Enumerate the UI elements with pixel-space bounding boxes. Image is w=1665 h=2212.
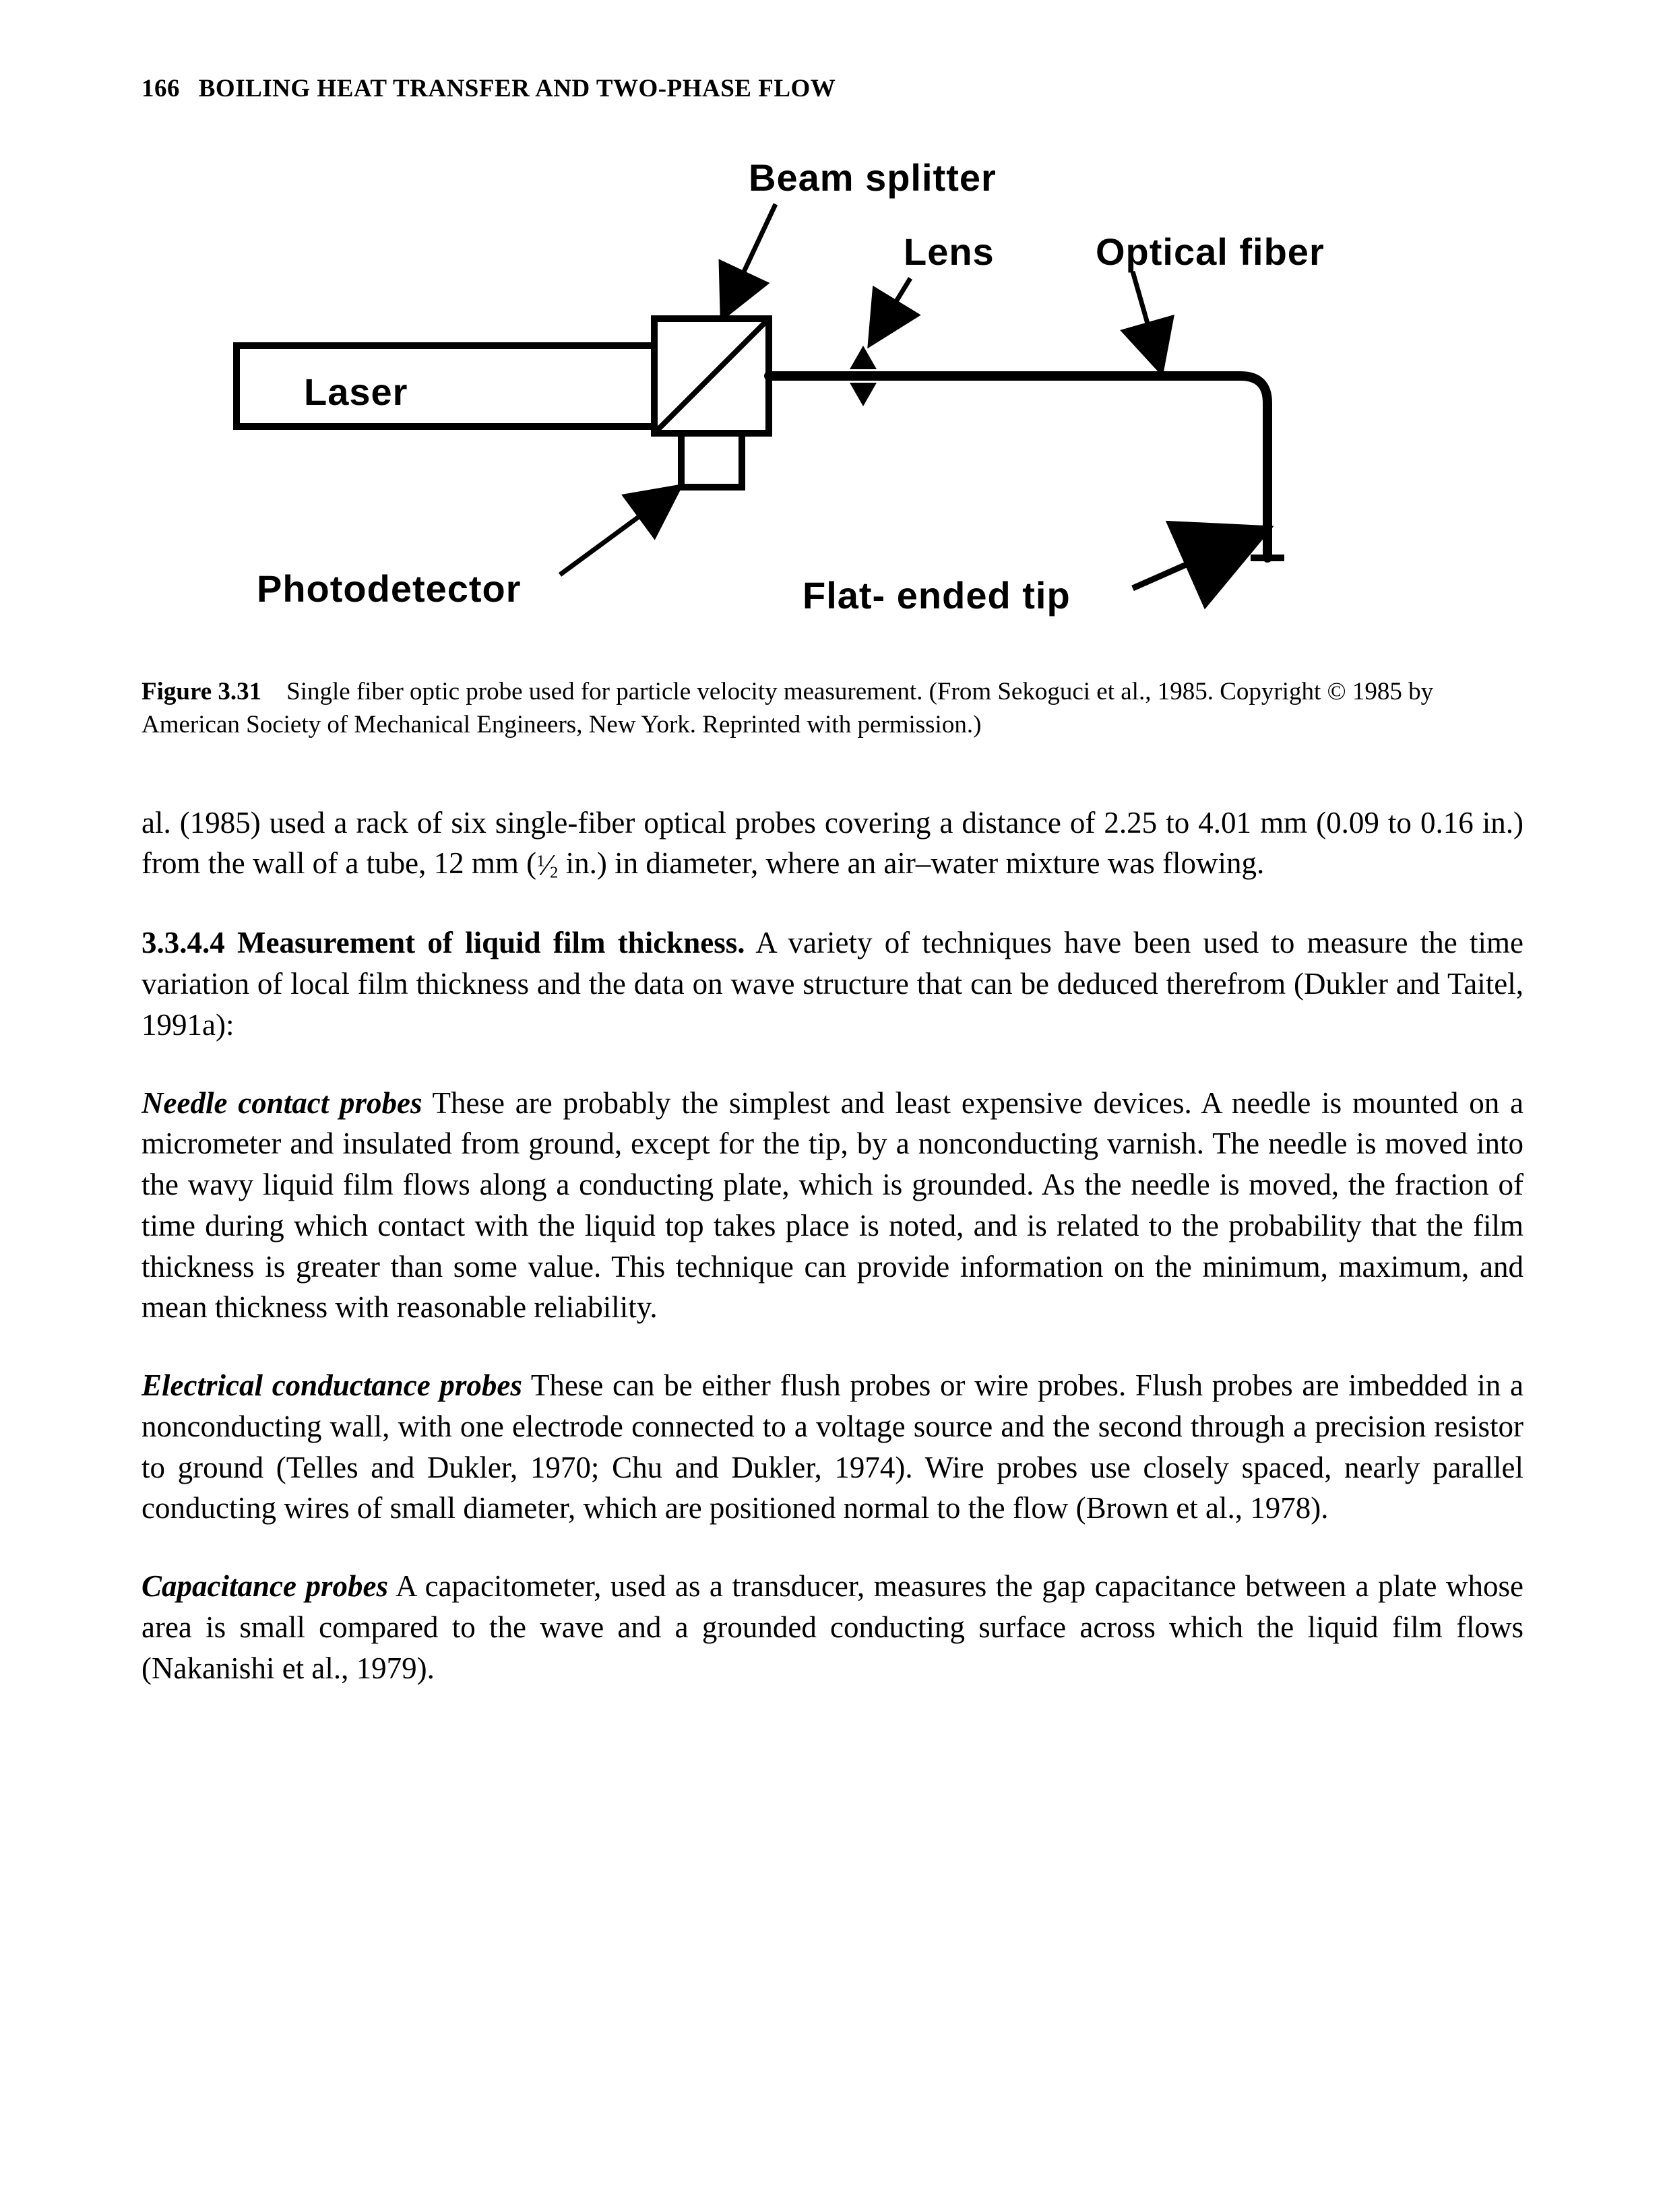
lens-icon-top xyxy=(850,346,877,369)
fraction-numerator: 1 xyxy=(536,852,544,870)
optical-fiber-label: Optical fiber xyxy=(1096,230,1325,273)
running-head: 166 BOILING HEAT TRANSFER AND TWO-PHASE … xyxy=(142,74,1523,103)
optical-fiber-arrow xyxy=(1133,272,1160,366)
beam-splitter-diagonal xyxy=(654,319,769,433)
section-3-3-4-4: 3.3.4.4 Measurement of liquid film thick… xyxy=(142,922,1523,1045)
lens-arrow xyxy=(873,278,910,339)
flat-tip-arrow xyxy=(1133,538,1247,588)
figure-3-31: Laser Beam splitter Lens Optical fiber P… xyxy=(142,144,1523,742)
lens-icon-bottom xyxy=(850,383,877,406)
beam-splitter-label: Beam splitter xyxy=(749,156,997,199)
needle-contact-paragraph: Needle contact probes These are probably… xyxy=(142,1083,1523,1329)
needle-contact-text: These are probably the simplest and leas… xyxy=(142,1086,1523,1325)
photodetector-box xyxy=(681,433,742,487)
body-text: al. (1985) used a rack of six single-fib… xyxy=(142,802,1523,1689)
lead-in-after: in.) in diameter, where an air–water mix… xyxy=(558,846,1264,880)
figure-caption-tag: Figure 3.31 xyxy=(142,678,261,705)
running-title: BOILING HEAT TRANSFER AND TWO-PHASE FLOW xyxy=(199,75,836,102)
photodetector-label: Photodetector xyxy=(257,567,522,610)
laser-label-text: Laser xyxy=(304,371,408,413)
figure-caption: Figure 3.31 Single fiber optic probe use… xyxy=(142,676,1523,742)
capacitance-head: Capacitance probes xyxy=(142,1569,388,1603)
electrical-conductance-head: Electrical conductance probes xyxy=(142,1368,522,1402)
optical-fiber-path xyxy=(769,376,1267,558)
electrical-conductance-paragraph: Electrical conductance probes These can … xyxy=(142,1365,1523,1529)
section-number: 3.3.4.4 xyxy=(142,926,225,959)
capacitance-paragraph: Capacitance probes A capacitometer, used… xyxy=(142,1566,1523,1688)
figure-caption-text: Single fiber optic probe used for partic… xyxy=(142,678,1433,738)
laser-box xyxy=(237,346,654,426)
lens-label: Lens xyxy=(904,230,995,273)
section-title: Measurement of liquid film thickness. xyxy=(237,926,745,959)
lead-paragraph: al. (1985) used a rack of six single-fib… xyxy=(142,802,1523,886)
fraction-half: 1⁄2 xyxy=(536,845,558,886)
fraction-denominator: 2 xyxy=(550,863,558,881)
photodetector-arrow xyxy=(560,491,674,575)
beam-splitter-arrow xyxy=(725,204,776,312)
needle-contact-head: Needle contact probes xyxy=(142,1086,422,1120)
figure-diagram: Laser Beam splitter Lens Optical fiber P… xyxy=(216,144,1449,656)
page-number: 166 xyxy=(142,75,180,102)
flat-tip-label: Flat- ended tip xyxy=(803,574,1071,617)
